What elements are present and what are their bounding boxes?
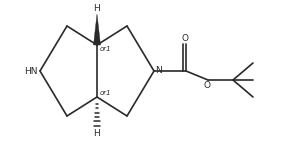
Text: H: H bbox=[94, 4, 100, 13]
Text: O: O bbox=[181, 34, 188, 43]
Text: or1: or1 bbox=[100, 46, 112, 52]
Text: O: O bbox=[203, 81, 211, 90]
Text: or1: or1 bbox=[100, 90, 112, 96]
Polygon shape bbox=[93, 14, 100, 45]
Text: HN: HN bbox=[25, 66, 38, 76]
Text: N: N bbox=[155, 65, 162, 75]
Text: H: H bbox=[94, 129, 100, 138]
